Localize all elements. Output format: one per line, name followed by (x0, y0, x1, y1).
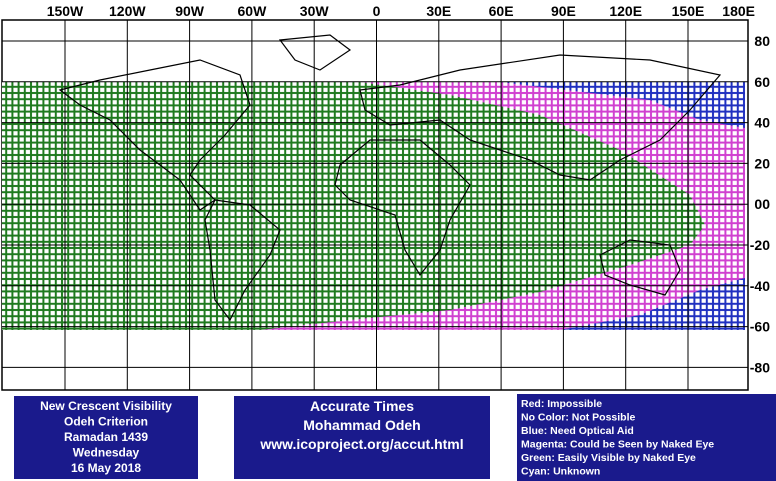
lat-label: -80 (750, 359, 770, 375)
credits-lines: Accurate Times Mohammad Odeh www.icoprojec… (259, 398, 463, 452)
legend-entry: Green: Easily Visible by Naked Eye (521, 452, 696, 464)
lon-label: 60E (489, 3, 514, 19)
lon-label: 150E (672, 3, 705, 19)
blue-zone-north (500, 82, 745, 128)
credit-line: Mohammad Odeh (303, 417, 420, 433)
info-lines: New Crescent Visibility Odeh CriterionRam… (40, 399, 172, 475)
info-line: Ramadan 1439 (64, 430, 148, 444)
legend-entry: Red: Impossible (521, 398, 602, 410)
lon-label: 0 (373, 3, 381, 19)
lat-label: -60 (750, 319, 770, 335)
legend-box: Red: Impossible No Color: Not PossibleBlu… (517, 394, 776, 481)
info-line: Wednesday (73, 446, 140, 460)
coastlines (58, 34, 722, 322)
legend-lines: Red: Impossible No Color: Not PossibleBlu… (521, 398, 714, 478)
lon-label: 30E (426, 3, 451, 19)
lat-label: -40 (750, 278, 770, 294)
credit-line: Accurate Times (310, 398, 414, 414)
info-box: New Crescent Visibility Odeh CriterionRam… (14, 396, 198, 479)
info-box-bg (14, 396, 198, 479)
legend-entry: Magenta: Could be Seen by Naked Eye (521, 439, 714, 451)
lon-label: 120E (609, 3, 642, 19)
credit-line: www.icoproject.org/accut.html (259, 436, 463, 452)
info-line: New Crescent Visibility (40, 399, 172, 413)
lon-label: 60W (238, 3, 268, 19)
lat-label: -20 (750, 237, 770, 253)
map-area (1, 19, 749, 391)
blue-zone-south (560, 278, 745, 330)
lon-label: 120W (109, 3, 146, 19)
credits-box-bg (234, 396, 490, 479)
lat-label: 20 (754, 155, 770, 171)
graticule (2, 20, 748, 390)
legend-entry: Cyan: Unknown (521, 466, 600, 478)
green-zone (2, 82, 705, 330)
lon-label: 90E (551, 3, 576, 19)
legend-entry: No Color: Not Possible (521, 412, 635, 424)
lat-label: 80 (754, 33, 770, 49)
lat-label: 60 (754, 74, 770, 90)
lon-label: 90W (175, 3, 205, 19)
info-line: 16 May 2018 (71, 461, 141, 475)
credits-box: Accurate Times Mohammad Odeh www.icoprojec… (234, 396, 490, 479)
lat-label: 40 (754, 115, 770, 131)
legend-entry: Blue: Need Optical Aid (521, 425, 634, 437)
lon-label: 180E (722, 3, 755, 19)
lon-label: 150W (47, 3, 84, 19)
lat-label: 00 (754, 196, 770, 212)
legend-box-bg (517, 394, 776, 481)
info-line: Odeh Criterion (64, 415, 148, 429)
lon-label: 30W (300, 3, 330, 19)
axis-labels: 150W 120W 90W 60W 30W 0 30E 60E 90E 120E 150E 180E 8… (47, 3, 771, 375)
